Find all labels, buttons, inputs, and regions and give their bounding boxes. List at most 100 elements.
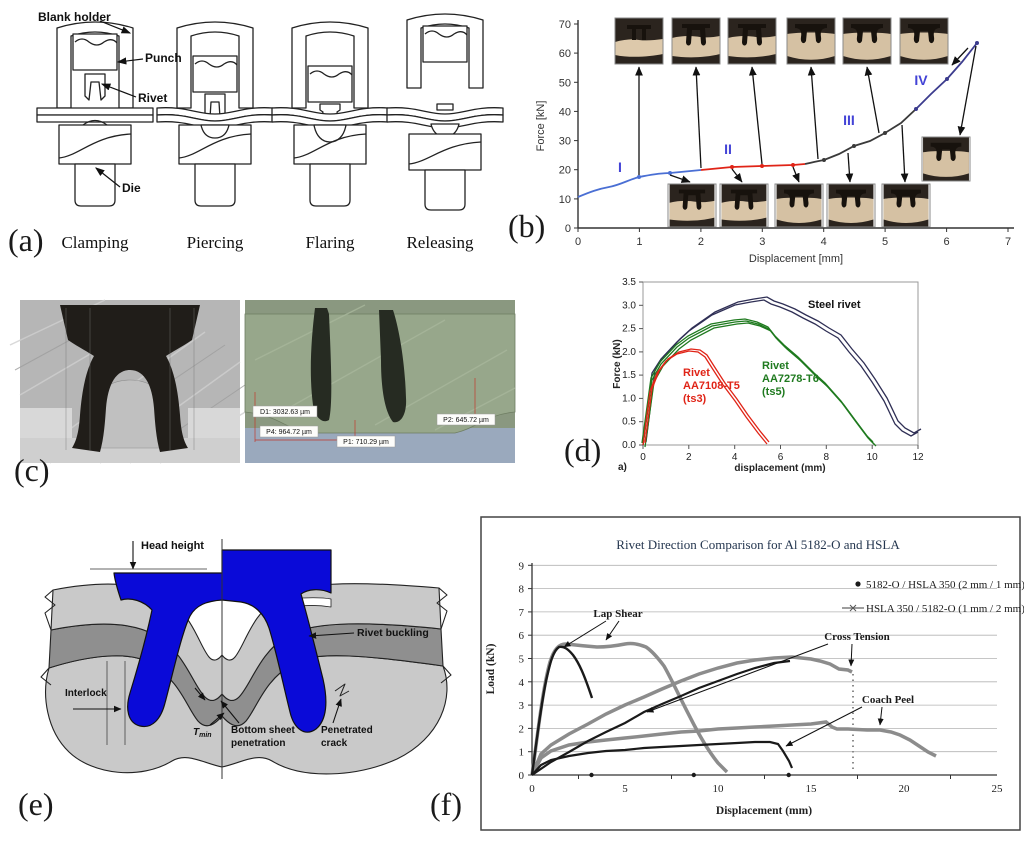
svg-text:8: 8 (824, 452, 830, 463)
svg-text:12: 12 (912, 452, 924, 463)
svg-text:crack: crack (321, 738, 348, 749)
d-label-steel: Steel rivet (808, 299, 861, 311)
measurement-d1: D1: 3032.63 µm (260, 409, 310, 416)
b-inset-photos (614, 17, 971, 228)
svg-text:0: 0 (575, 236, 581, 248)
measurement-p4: P4: 964.72 µm (266, 429, 312, 436)
svg-text:7: 7 (1005, 236, 1011, 248)
measurement-guides (65, 308, 195, 450)
svg-text:AA7108-T5: AA7108-T5 (683, 380, 740, 392)
f-minor-ticks (528, 564, 951, 779)
f-annotation-coach-peel: Coach Peel (862, 694, 914, 706)
penetrated-crack-arrow (332, 698, 342, 724)
penetrated-crack-label: Penetrated crack (321, 725, 373, 749)
d-label-green: Rivet AA7278-T6 (ts5) (762, 360, 819, 398)
svg-text:3: 3 (759, 236, 765, 248)
svg-text:3: 3 (519, 700, 525, 712)
svg-text:0: 0 (565, 223, 571, 235)
f-arrow-lap-shear-2 (605, 620, 620, 641)
measurement-p1: P1: 710.29 µm (343, 439, 389, 446)
svg-text:0: 0 (519, 770, 525, 782)
f-arrow-cross-tension-1 (646, 643, 829, 713)
rivet-label: Rivet (138, 91, 167, 105)
d-ticks (639, 281, 919, 449)
f-arrow-coach-peel-1 (785, 706, 863, 747)
svg-text:9: 9 (519, 560, 525, 572)
penetrated-crack-mark (334, 683, 350, 697)
f-xtick-labels: 0 5 10 15 20 25 (529, 783, 1003, 795)
svg-text:2.5: 2.5 (622, 324, 636, 335)
svg-text:6: 6 (944, 236, 950, 248)
f-legend-marker-x (849, 604, 857, 612)
f-legend: 5182-O / HSLA 350 (2 mm / 1 mm) HSLA 350… (842, 579, 1024, 615)
b-phase-I: I (618, 159, 622, 175)
svg-text:Rivet: Rivet (683, 367, 710, 379)
punch-arrow (116, 57, 144, 65)
d-ytick-labels: 0.0 0.5 1.0 1.5 2.0 2.5 3.0 3.5 (622, 277, 636, 451)
rivet-silhouette (60, 305, 200, 452)
b-curve (577, 42, 978, 198)
panel-label-d: (d) (564, 432, 602, 468)
svg-text:Bottom sheet: Bottom sheet (231, 725, 296, 736)
f-annotation-lap-shear: Lap Shear (593, 608, 642, 620)
svg-text:penetration: penetration (231, 738, 285, 749)
svg-text:1.0: 1.0 (622, 393, 636, 404)
svg-text:15: 15 (806, 783, 818, 795)
svg-text:(ts3): (ts3) (683, 393, 707, 405)
f-legend-item-2: HSLA 350 / 5182-O (1 mm / 2 mm) (866, 603, 1024, 615)
svg-text:0.5: 0.5 (622, 417, 636, 428)
b-phase-IV: IV (914, 72, 928, 88)
svg-text:2: 2 (519, 723, 525, 735)
svg-text:5: 5 (882, 236, 888, 248)
rivet-blue (113, 549, 332, 733)
svg-text:60: 60 (559, 48, 571, 60)
rivet-leg-right (379, 310, 407, 423)
panel-e-joint-diagram: Head height Interlock Tmin Bottom sheet … (40, 539, 452, 779)
panel-label-f: (f) (430, 786, 462, 822)
head-height-label: Head height (141, 540, 204, 552)
svg-text:1.5: 1.5 (622, 370, 636, 381)
svg-text:4: 4 (519, 677, 525, 689)
panel-c-macrograph-left (9, 299, 253, 464)
measurement-labels: D1: 3032.63 µm P4: 964.72 µm P1: 710.29 … (252, 405, 496, 448)
b-ytick-labels: 0 10 20 30 40 50 60 70 (559, 19, 571, 235)
stage-releasing-drawing (386, 13, 504, 211)
panel-f-direction-comparison-chart: Rivet Direction Comparison for Al 5182-O… (480, 516, 1024, 831)
svg-text:0: 0 (640, 452, 646, 463)
f-curves (530, 641, 937, 776)
stage-piercing-drawing (156, 21, 274, 207)
svg-text:20: 20 (559, 165, 571, 177)
blank-holder-arrow (99, 20, 132, 34)
f-legend-item-1: 5182-O / HSLA 350 (2 mm / 1 mm) (866, 579, 1024, 591)
b-xtick-labels: 0 1 2 3 4 5 6 7 (575, 236, 1011, 248)
f-annotation-cross-tension: Cross Tension (824, 631, 890, 643)
svg-text:50: 50 (559, 77, 571, 89)
tmin-pointer (194, 687, 206, 701)
die-arrow (95, 167, 121, 188)
svg-text:30: 30 (559, 136, 571, 148)
svg-text:10: 10 (867, 452, 879, 463)
torn-edge-right (436, 587, 452, 684)
f-ylabel: Load (kN) (485, 643, 497, 694)
f-arrow-lap-shear-1 (563, 620, 607, 648)
rivet-buckling-arrow (308, 632, 355, 639)
d-xtick-labels: 0 2 4 6 8 10 12 (640, 452, 924, 463)
bottom-sheet-penetration-arrow (220, 700, 240, 724)
die-label: Die (122, 181, 141, 195)
svg-text:2.0: 2.0 (622, 347, 636, 358)
stage-caption-piercing: Piercing (187, 233, 244, 252)
svg-text:AA7278-T6: AA7278-T6 (762, 373, 819, 385)
svg-text:6: 6 (778, 452, 784, 463)
d-ylabel: Force (kN) (612, 339, 623, 388)
svg-text:10: 10 (559, 194, 571, 206)
svg-text:2: 2 (686, 452, 692, 463)
f-axis-markers (589, 772, 791, 778)
f-title: Rivet Direction Comparison for Al 5182-O… (616, 537, 900, 552)
svg-text:3.0: 3.0 (622, 300, 636, 311)
f-xlabel: Displacement (mm) (716, 805, 812, 817)
panel-label-a: (a) (8, 222, 44, 258)
panel-a-process-diagram: Blank holder Punch Rivet Die Clamping Pi… (36, 10, 504, 252)
stage-clamping-drawing (36, 21, 154, 207)
b-inset-arrows (635, 45, 977, 183)
